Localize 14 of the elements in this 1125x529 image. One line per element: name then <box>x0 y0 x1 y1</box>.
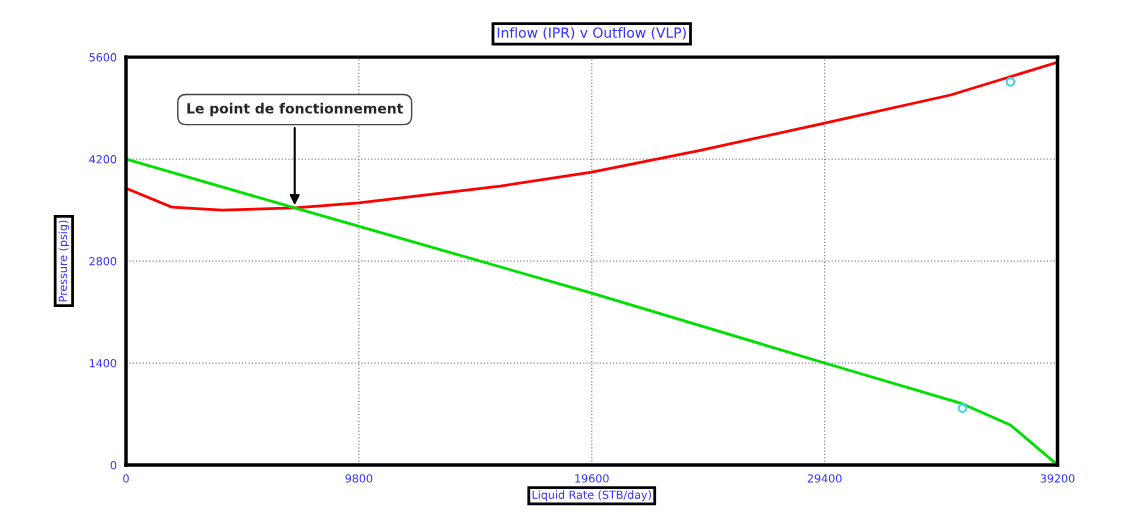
x-tick-label: 9800 <box>345 474 373 483</box>
y-tick-label: 4200 <box>89 155 117 164</box>
x-axis-title: Liquid Rate (STB/day) <box>532 490 651 502</box>
y-tick-label: 5600 <box>89 53 117 62</box>
x-tick-label: 0 <box>123 474 129 483</box>
annotation: Le point de fonctionnement <box>187 102 403 117</box>
y-tick-label: 1400 <box>89 359 117 368</box>
y-tick-label: 0 <box>110 460 117 470</box>
y-tick-label: 2800 <box>89 257 117 266</box>
y-axis-title: Pressure (psig) <box>58 220 70 302</box>
x-tick-label: 19600 <box>575 474 609 483</box>
chart-title: Inflow (IPR) v Outflow (VLP) <box>497 27 686 40</box>
x-tick-label: 39200 <box>1040 474 1075 483</box>
x-tick-label: 29400 <box>807 474 842 483</box>
